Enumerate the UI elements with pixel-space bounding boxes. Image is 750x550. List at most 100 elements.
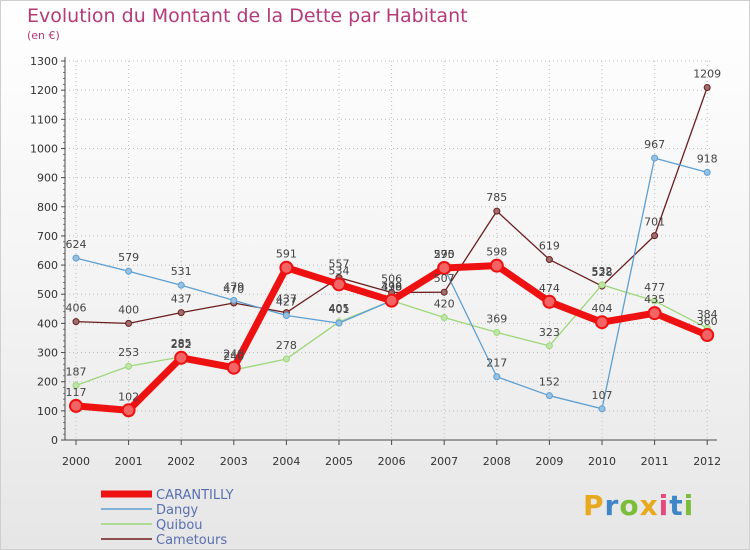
y-tick-label: 500 — [37, 288, 58, 301]
data-point-carantilly — [174, 350, 189, 365]
y-tick-label: 800 — [37, 201, 58, 214]
data-label-carantilly: 435 — [644, 293, 665, 306]
proxiti-logo-letter: o — [619, 489, 640, 522]
data-label-carantilly: 474 — [539, 282, 560, 295]
data-point-cametours — [125, 319, 133, 327]
data-point-dangy — [177, 281, 185, 289]
data-point-quibou — [282, 355, 290, 363]
data-label-dangy: 401 — [329, 303, 350, 316]
data-point-carantilly — [489, 258, 504, 273]
x-tick-label: 2007 — [430, 455, 458, 468]
x-tick-label: 2010 — [588, 455, 616, 468]
proxiti-logo-letter: t — [669, 489, 684, 522]
data-label-cametours: 400 — [118, 303, 139, 316]
data-label-carantilly: 590 — [434, 248, 455, 261]
data-label-quibou: 369 — [486, 312, 507, 325]
data-point-carantilly — [121, 403, 136, 418]
data-label-quibou: 278 — [276, 339, 297, 352]
proxiti-logo-letter: x — [639, 489, 659, 522]
data-point-cametours — [177, 309, 185, 317]
data-label-cametours: 701 — [644, 216, 665, 229]
data-label-dangy: 918 — [697, 152, 718, 165]
data-label-dangy: 624 — [66, 238, 87, 251]
data-label-quibou: 384 — [697, 308, 718, 321]
data-point-cametours — [703, 84, 711, 92]
x-tick-label: 2008 — [483, 455, 511, 468]
data-label-dangy: 152 — [539, 376, 560, 389]
data-label-carantilly: 598 — [486, 246, 507, 259]
data-label-cametours: 785 — [486, 191, 507, 204]
data-label-carantilly: 496 — [381, 281, 402, 294]
legend-label-quibou: Quibou — [156, 518, 203, 533]
data-point-dangy — [72, 254, 80, 262]
y-tick-label: 1200 — [30, 84, 58, 97]
data-label-cametours: 406 — [66, 302, 87, 315]
data-point-carantilly — [279, 260, 294, 275]
data-label-dangy: 217 — [486, 357, 507, 370]
data-point-quibou — [598, 281, 606, 289]
data-point-carantilly — [595, 315, 609, 330]
data-label-cametours: 1209 — [693, 68, 721, 81]
data-point-carantilly — [437, 260, 452, 275]
data-point-dangy — [651, 154, 659, 162]
data-label-carantilly: 534 — [329, 264, 350, 277]
data-label-quibou: 532 — [592, 265, 613, 278]
data-point-carantilly — [700, 328, 715, 343]
data-point-cametours — [493, 207, 501, 215]
data-point-dangy — [545, 392, 553, 400]
data-point-quibou — [125, 362, 133, 370]
data-point-carantilly — [542, 294, 557, 309]
data-point-quibou — [545, 342, 553, 350]
data-point-dangy — [230, 296, 238, 304]
x-tick-label: 2012 — [693, 455, 721, 468]
data-label-cametours: 507 — [434, 272, 455, 285]
data-point-cametours — [440, 288, 448, 296]
x-tick-label: 2002 — [167, 455, 195, 468]
data-label-quibou: 478 — [381, 281, 402, 294]
data-label-cametours: 528 — [592, 266, 613, 279]
data-label-cametours: 470 — [223, 283, 244, 296]
data-label-carantilly: 404 — [592, 302, 613, 315]
data-label-quibou: 253 — [118, 346, 139, 359]
x-tick-label: 2009 — [535, 455, 563, 468]
data-label-carantilly: 248 — [223, 348, 244, 361]
data-label-carantilly: 591 — [276, 248, 297, 261]
data-label-carantilly: 282 — [171, 338, 192, 351]
data-label-dangy: 339 — [381, 281, 402, 294]
y-tick-label: 300 — [37, 347, 58, 360]
data-point-carantilly — [69, 398, 83, 413]
data-label-dangy: 579 — [118, 251, 139, 264]
data-label-quibou: 420 — [434, 298, 455, 311]
y-tick-label: 1100 — [30, 113, 58, 126]
y-tick-label: 600 — [37, 259, 58, 272]
data-label-quibou: 323 — [539, 326, 560, 339]
chart-title: Evolution du Montant de la Dette par Hab… — [27, 5, 468, 27]
legend-label-cametours: Cametours — [156, 533, 227, 548]
data-point-dangy — [703, 168, 711, 176]
data-label-dangy: 967 — [644, 138, 665, 151]
data-label-dangy: 275 — [434, 248, 455, 261]
data-point-cametours — [651, 232, 659, 240]
x-tick-label: 2001 — [115, 455, 143, 468]
data-label-cametours: 557 — [329, 258, 350, 271]
y-tick-label: 0 — [51, 434, 58, 447]
x-tick-label: 2005 — [325, 455, 353, 468]
y-tick-label: 400 — [37, 317, 58, 330]
data-label-carantilly: 102 — [118, 390, 139, 403]
proxiti-logo: Proxiti — [583, 489, 694, 522]
data-label-cametours: 619 — [539, 240, 560, 253]
data-point-quibou — [72, 381, 80, 389]
data-label-quibou: 240 — [223, 350, 244, 363]
data-point-dangy — [493, 373, 501, 381]
data-point-dangy — [282, 312, 290, 320]
data-point-cametours — [72, 318, 80, 326]
data-label-dangy: 531 — [171, 265, 192, 278]
data-label-quibou: 405 — [329, 302, 350, 315]
data-point-quibou — [493, 328, 501, 336]
x-tick-label: 2004 — [272, 455, 300, 468]
data-point-cametours — [545, 256, 553, 264]
data-label-dangy: 479 — [223, 280, 244, 293]
x-tick-label: 2000 — [62, 455, 90, 468]
